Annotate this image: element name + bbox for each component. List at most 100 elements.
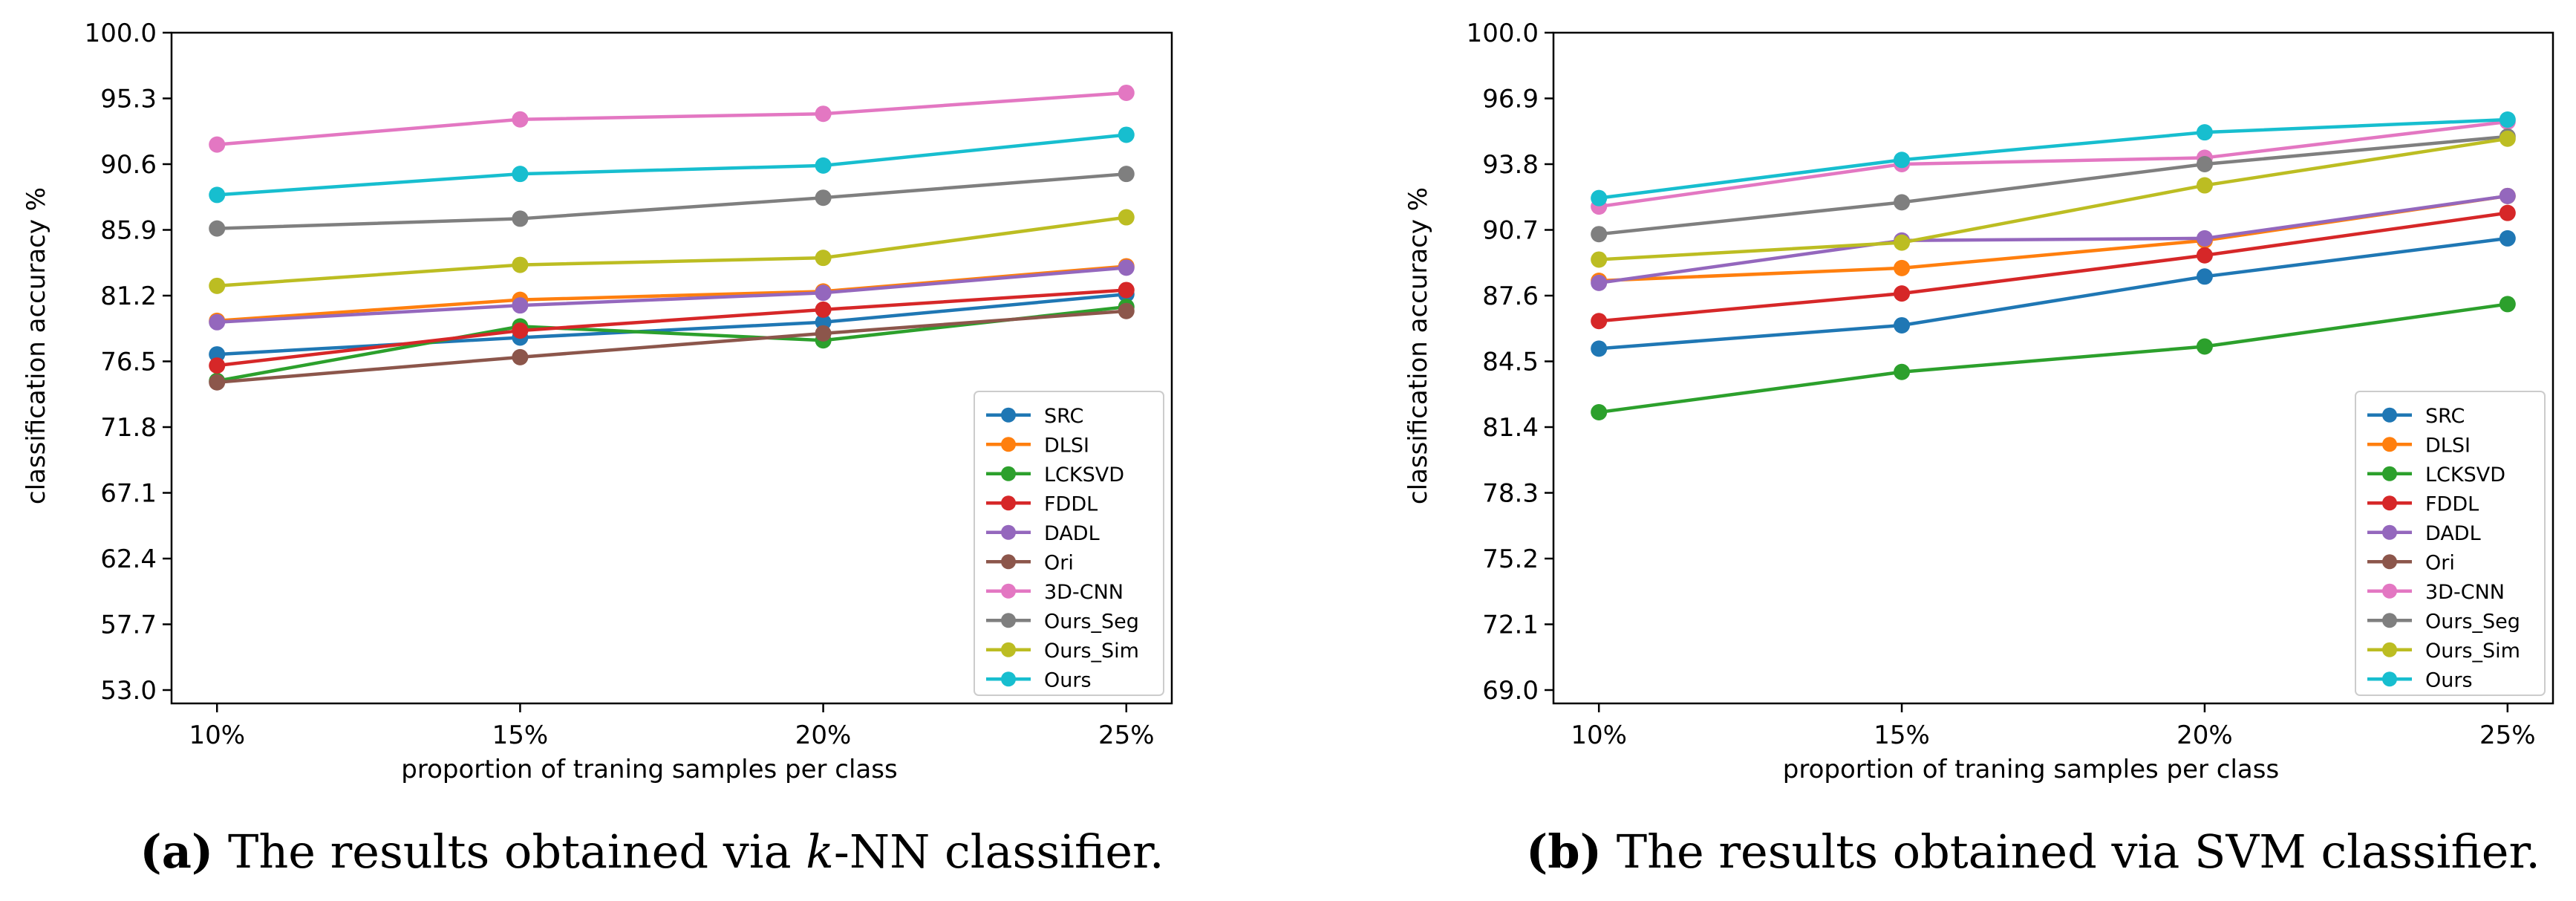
chart-a-legend-marker-src (1001, 407, 1016, 423)
chart-b-legend-label-src: SRC (2425, 405, 2465, 428)
chart-a-legend-marker-dadl (1001, 524, 1016, 540)
chart-b-point-ours-sim-1 (1894, 234, 1911, 251)
chart-a-point-src-2 (815, 313, 832, 331)
chart-a-legend-marker-ours-sim (1001, 642, 1016, 657)
chart-a-point-src-0 (209, 346, 226, 363)
chart-b-legend-label-dlsi: DLSI (2425, 434, 2471, 457)
chart-a-xtick-label-2: 20% (795, 721, 852, 750)
chart-a-point-ours-seg-1 (512, 210, 529, 227)
chart-a-point-ori-1 (512, 348, 529, 365)
chart-a-legend-marker-3d-cnn (1001, 583, 1016, 599)
chart-a-legend-marker-fddl (1001, 495, 1016, 511)
chart-a: 53.0 57.7 62.4 67.1 71.8 76.5 81.2 85.9 90.6 95.3… (22, 19, 1173, 784)
chart-b-xtick-label-2: 20% (2176, 721, 2233, 750)
chart-a-point-dadl-3 (1118, 259, 1135, 276)
chart-b-ylabel: classification accuracy % (1403, 187, 1433, 504)
chart-a-point-ours-sim-1 (512, 256, 529, 273)
chart-a-point-ori-3 (1118, 302, 1135, 319)
chart-a-point-fddl-2 (815, 301, 832, 318)
chart-b-point-lcksvd-0 (1591, 404, 1608, 421)
chart-a-ytick-label-7: 85.9 (100, 216, 157, 246)
chart-b: 69.0 72.1 75.2 78.3 81.4 84.5 87.6 90.7 93.8 96.9… (1403, 19, 2554, 784)
chart-b-xlabel: proportion of traning samples per class (1783, 755, 2279, 784)
chart-a-point-3d-cnn-1 (512, 111, 529, 128)
chart-a-line-ori (217, 309, 1126, 384)
chart-b-frame (1552, 31, 2554, 705)
chart-b-xtick-label-1: 15% (1874, 721, 1930, 750)
chart-a-point-3d-cnn-2 (815, 105, 832, 123)
chart-b-ytick-label-8: 93.8 (1482, 150, 1539, 180)
chart-a-ytick-label-10: 100.0 (85, 19, 157, 48)
chart-b-legend-label-lcksvd: LCKSVD (2425, 463, 2505, 487)
chart-b-xtick-label-3: 25% (2479, 721, 2536, 750)
chart-b-legend-label-ours: Ours (2425, 669, 2473, 692)
chart-b-legend-label-fddl: FDDL (2425, 492, 2479, 515)
chart-b-legend: SRC DLSI LCKSVD FDDL DADL Ori 3D-CNN Ours_Seg Ou… (2355, 391, 2546, 696)
chart-b-point-src-1 (1894, 316, 1911, 334)
chart-a-legend-label-fddl: FDDL (1044, 492, 1098, 515)
chart-a-line-ours (217, 133, 1126, 197)
chart-a-ytick-label-0: 53.0 (100, 676, 157, 706)
caption-b: (b) The results obtained via SVM classif… (1526, 824, 2540, 879)
chart-a-point-3d-cnn-3 (1118, 84, 1135, 101)
caption-a-text-after: -NN classifier. (833, 824, 1164, 879)
chart-b-point-fddl-2 (2196, 247, 2213, 264)
chart-b-ytick-label-3: 78.3 (1482, 479, 1539, 509)
chart-a-point-dadl-2 (815, 284, 832, 302)
chart-a-point-ours-1 (512, 166, 529, 183)
chart-a-point-ours-0 (209, 186, 226, 204)
chart-a-point-ours-sim-3 (1118, 209, 1135, 226)
chart-a-point-ori-2 (815, 325, 832, 342)
chart-a-legend-label-ours-sim: Ours_Sim (1044, 640, 1139, 663)
chart-b-legend-label-ours-seg: Ours_Seg (2425, 610, 2520, 633)
chart-b-legend-marker-ours-sim (2382, 642, 2397, 657)
chart-a-xtick-label-3: 25% (1098, 721, 1155, 750)
chart-a-point-ours-sim-0 (209, 277, 226, 294)
chart-a-ytick-label-8: 90.6 (100, 150, 157, 180)
chart-a-legend-marker-ori (1001, 554, 1016, 570)
chart-b-point-ours-sim-2 (2196, 177, 2213, 194)
chart-a-ylabel: classification accuracy % (22, 187, 51, 504)
chart-b-legend-marker-ours-seg (2382, 613, 2397, 628)
chart-a-point-ours-2 (815, 157, 832, 174)
chart-b-ytick-label-9: 96.9 (1482, 85, 1539, 114)
chart-a-legend: SRC DLSI LCKSVD FDDL DADL Ori 3D-CNN Ours_Seg Ou… (974, 391, 1164, 696)
chart-a-ytick-label-9: 95.3 (100, 85, 157, 114)
chart-b-line-src (1599, 236, 2508, 351)
chart-b-point-lcksvd-3 (2499, 296, 2516, 313)
chart-a-point-dadl-1 (512, 297, 529, 314)
chart-b-legend-marker-3d-cnn (2382, 583, 2397, 599)
chart-b-point-dadl-0 (1591, 274, 1608, 291)
chart-b-line-ours-seg (1598, 134, 2508, 236)
chart-a-frame (170, 31, 1173, 705)
caption-b-tag: (b) (1525, 824, 1602, 879)
chart-a-legend-marker-ours-seg (1001, 613, 1016, 628)
chart-a-point-fddl-1 (512, 322, 529, 339)
chart-b-point-src-0 (1591, 340, 1608, 357)
chart-a-xtick-label-1: 15% (492, 721, 549, 750)
chart-a-ytick-label-2: 62.4 (100, 544, 157, 574)
chart-a-legend-label-src: SRC (1044, 405, 1083, 428)
chart-a-legend-marker-lcksvd (1001, 466, 1016, 481)
chart-b-line-3d-cnn (1598, 120, 2508, 209)
chart-b-legend-label-dadl: DADL (2425, 522, 2481, 545)
chart-a-ytick-label-3: 67.1 (100, 479, 157, 509)
chart-b-line-ours (1598, 117, 2508, 200)
chart-b-line-fddl (1598, 211, 2508, 323)
chart-b-point-ours-1 (1894, 152, 1911, 169)
chart-a-plot-area (209, 84, 1135, 391)
chart-a-ytick-label-5: 76.5 (100, 348, 157, 377)
chart-a-ytick-label-4: 71.8 (100, 413, 157, 443)
chart-b-line-ours-sim (1599, 137, 2508, 261)
chart-b-legend-marker-ori (2382, 554, 2397, 570)
chart-a-line-fddl (216, 288, 1126, 368)
chart-a-legend-label-ours-seg: Ours_Seg (1044, 610, 1139, 633)
chart-a-point-ours-seg-3 (1118, 166, 1135, 183)
chart-a-legend-label-ori: Ori (1044, 551, 1074, 574)
chart-b-point-dlsi-1 (1894, 259, 1911, 276)
chart-a-point-fddl-0 (209, 357, 226, 374)
chart-a-point-dadl-0 (209, 313, 226, 331)
chart-b-point-fddl-1 (1894, 285, 1911, 302)
chart-b-point-dadl-3 (2499, 187, 2516, 204)
caption-a-text-before: The results obtained via (227, 824, 806, 879)
